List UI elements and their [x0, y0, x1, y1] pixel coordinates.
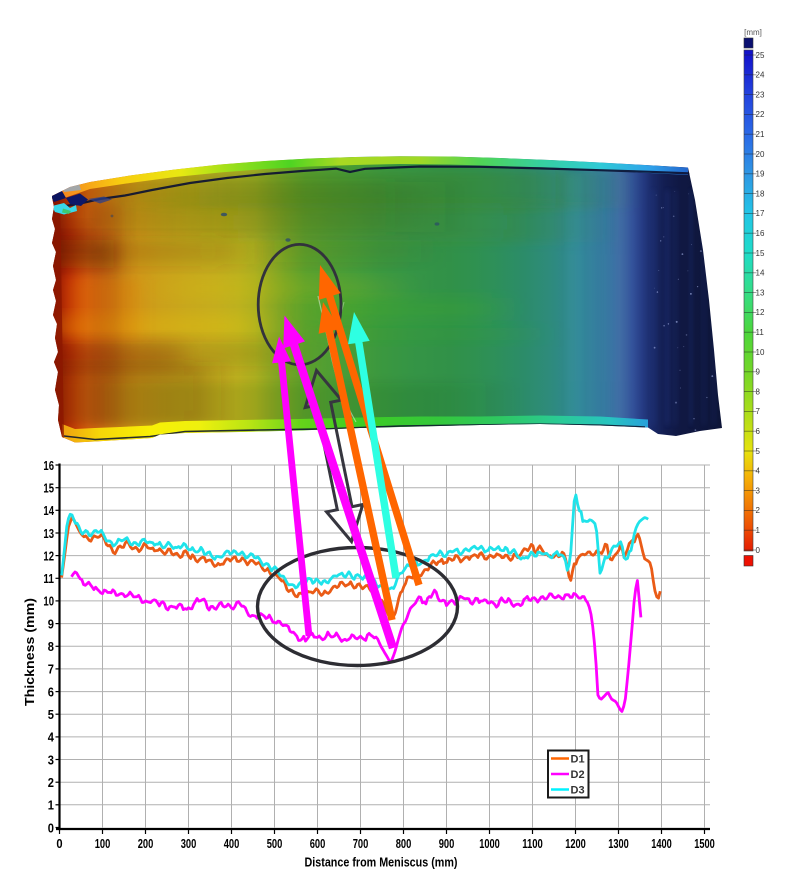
svg-text:14: 14: [43, 503, 54, 518]
svg-text:16: 16: [43, 458, 54, 473]
svg-text:15: 15: [756, 249, 765, 258]
svg-text:300: 300: [181, 836, 197, 851]
svg-text:D2: D2: [571, 769, 585, 781]
svg-text:11: 11: [43, 571, 54, 586]
svg-text:D3: D3: [571, 785, 585, 797]
svg-text:1100: 1100: [522, 836, 543, 851]
svg-text:7: 7: [48, 662, 54, 677]
svg-text:900: 900: [439, 836, 455, 851]
svg-text:15: 15: [43, 481, 54, 496]
svg-text:16: 16: [756, 229, 765, 238]
svg-text:0: 0: [48, 820, 54, 835]
svg-text:10: 10: [756, 348, 765, 357]
svg-text:D1: D1: [571, 754, 585, 766]
svg-text:400: 400: [224, 836, 240, 851]
svg-text:1400: 1400: [651, 836, 672, 851]
svg-text:700: 700: [353, 836, 369, 851]
svg-text:18: 18: [756, 189, 765, 198]
svg-text:Distance from Meniscus (mm): Distance from Meniscus (mm): [305, 855, 458, 870]
svg-text:8: 8: [48, 639, 54, 654]
svg-text:10: 10: [43, 594, 54, 609]
svg-text:11: 11: [756, 328, 765, 337]
svg-text:8: 8: [756, 387, 761, 396]
svg-text:6: 6: [48, 684, 54, 699]
svg-text:13: 13: [756, 288, 765, 297]
svg-text:20: 20: [756, 150, 765, 159]
svg-text:100: 100: [95, 836, 111, 851]
svg-text:[mm]: [mm]: [744, 28, 762, 37]
svg-text:5: 5: [756, 447, 761, 456]
svg-text:4: 4: [48, 730, 55, 745]
svg-text:1500: 1500: [694, 836, 715, 851]
svg-text:22: 22: [756, 110, 765, 119]
svg-text:4: 4: [756, 467, 761, 476]
svg-text:17: 17: [756, 209, 765, 218]
svg-text:500: 500: [267, 836, 283, 851]
svg-text:25: 25: [756, 51, 765, 60]
svg-text:600: 600: [310, 836, 326, 851]
svg-text:800: 800: [396, 836, 412, 851]
svg-text:Thickness (mm): Thickness (mm): [22, 598, 37, 706]
svg-text:1: 1: [48, 798, 54, 813]
svg-text:14: 14: [756, 269, 765, 278]
svg-text:2: 2: [48, 775, 54, 790]
svg-text:12: 12: [43, 548, 54, 563]
svg-text:1200: 1200: [565, 836, 586, 851]
svg-text:1000: 1000: [479, 836, 500, 851]
svg-text:3: 3: [756, 486, 761, 495]
svg-text:1: 1: [756, 526, 761, 535]
svg-text:21: 21: [756, 130, 765, 139]
svg-text:24: 24: [756, 71, 765, 80]
svg-text:7: 7: [756, 407, 761, 416]
svg-text:9: 9: [48, 616, 54, 631]
svg-text:9: 9: [756, 368, 761, 377]
svg-text:1300: 1300: [608, 836, 629, 851]
svg-text:23: 23: [756, 90, 765, 99]
svg-text:19: 19: [756, 170, 765, 179]
svg-text:5: 5: [48, 707, 54, 722]
svg-text:0: 0: [756, 546, 761, 555]
svg-text:2: 2: [756, 506, 761, 515]
svg-text:0: 0: [56, 836, 62, 851]
svg-text:6: 6: [756, 427, 761, 436]
svg-text:13: 13: [43, 526, 54, 541]
svg-text:200: 200: [138, 836, 154, 851]
svg-text:3: 3: [48, 752, 54, 767]
svg-text:12: 12: [756, 308, 765, 317]
